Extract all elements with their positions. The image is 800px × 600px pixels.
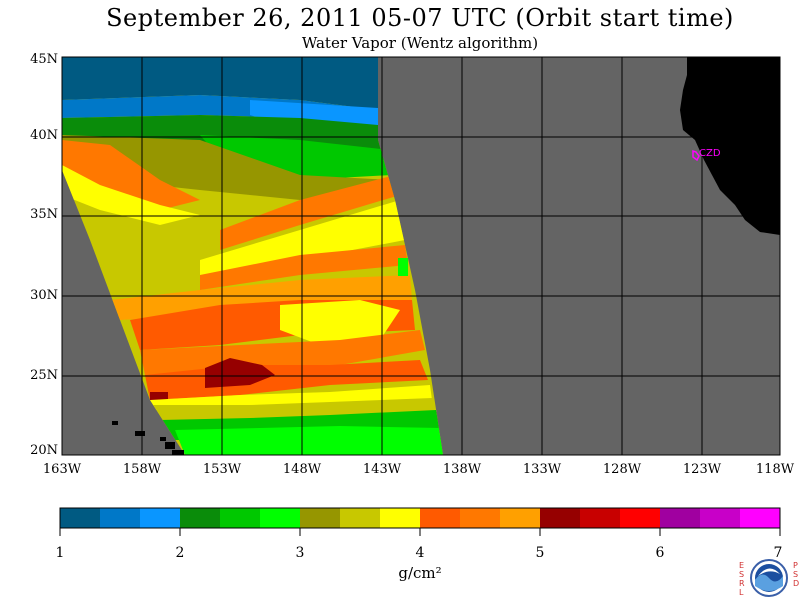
scale-label-4: 4: [415, 545, 425, 561]
lat-label-40n: 40N: [30, 128, 58, 143]
lat-label-30n: 30N: [30, 288, 58, 303]
lon-label-163w: 163W: [42, 462, 82, 477]
color-scale-ticks: [59, 528, 781, 536]
color-swatch: [340, 508, 381, 528]
logo-letters-right: P S D: [793, 561, 800, 588]
scale-label-5: 5: [535, 545, 545, 561]
island: [160, 437, 166, 441]
color-swatch: [60, 508, 101, 528]
color-swatch: [380, 508, 421, 528]
scale-label-1: 1: [55, 545, 65, 561]
noaa-logo: [750, 559, 788, 597]
color-swatch: [100, 508, 141, 528]
lat-label-25n: 25N: [30, 368, 58, 383]
color-swatch: [700, 508, 741, 528]
lon-label-143w: 143W: [362, 462, 402, 477]
station-label: CZD: [699, 148, 721, 159]
color-swatch: [580, 508, 621, 528]
land-mass: [680, 57, 780, 235]
map-subtitle: Water Vapor (Wentz algorithm): [301, 34, 539, 52]
lon-label-158w: 158W: [122, 462, 162, 477]
map-frame: [61, 56, 781, 456]
color-swatch: [140, 508, 181, 528]
color-swatch: [620, 508, 661, 528]
color-swatch: [220, 508, 261, 528]
lat-label-35n: 35N: [30, 207, 58, 222]
scale-label-6: 6: [655, 545, 665, 561]
unit-label: g/cm²: [398, 564, 442, 582]
lon-label-128w: 128W: [602, 462, 642, 477]
color-swatch: [540, 508, 581, 528]
color-swatch: [500, 508, 541, 528]
island: [165, 442, 175, 449]
color-swatch: [260, 508, 301, 528]
color-scale-bar: [60, 508, 781, 528]
lat-label-45n: 45N: [30, 52, 58, 67]
color-swatch: [460, 508, 501, 528]
scale-label-7: 7: [773, 545, 783, 561]
lon-label-148w: 148W: [282, 462, 322, 477]
island: [112, 421, 118, 425]
color-swatch: [660, 508, 701, 528]
station-marker: [692, 149, 700, 162]
lon-label-138w: 138W: [442, 462, 482, 477]
color-swatch: [420, 508, 461, 528]
lon-label-153w: 153W: [202, 462, 242, 477]
lon-label-123w: 123W: [682, 462, 722, 477]
color-swatch: [300, 508, 341, 528]
map-title: September 26, 2011 05-07 UTC (Orbit star…: [106, 4, 734, 32]
lat-label-20n: 20N: [30, 443, 58, 458]
lon-label-133w: 133W: [522, 462, 562, 477]
island: [135, 431, 145, 436]
color-swatch: [740, 508, 781, 528]
scale-label-3: 3: [295, 545, 305, 561]
logo-letters-left: E S R L: [739, 561, 745, 597]
lat-lon-grid: [62, 57, 780, 455]
lon-label-118w: 118W: [755, 462, 795, 477]
color-swatch: [180, 508, 221, 528]
island: [172, 450, 184, 455]
scale-label-2: 2: [175, 545, 185, 561]
